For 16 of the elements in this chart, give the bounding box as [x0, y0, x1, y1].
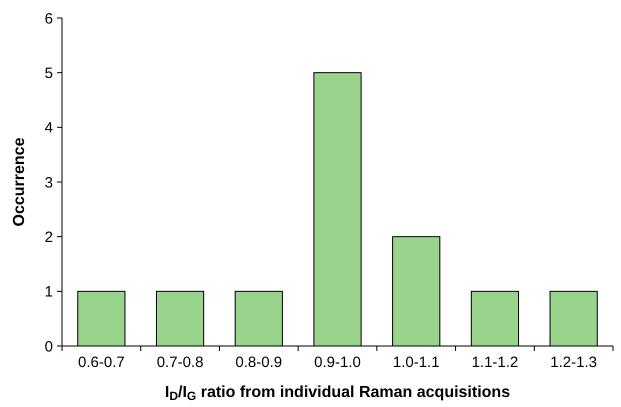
x-tick-label: 0.7-0.8	[156, 354, 204, 371]
x-axis-title: I$_{D}$/I$_{G}$ ratio from individual Raman acquisitions	[164, 384, 510, 403]
y-tick-label: 6	[44, 10, 53, 28]
x-tick-label: 0.9-1.0	[314, 354, 361, 371]
y-tick-label: 1	[44, 284, 53, 301]
x-tick-label: 1.2-1.3	[550, 354, 597, 371]
x-tick-label: 1.1-1.2	[472, 354, 518, 371]
y-axis-title: Occurrence	[11, 137, 28, 226]
y-tick-label: 5	[44, 64, 53, 82]
x-tick-label: 1.0-1.1	[392, 354, 440, 371]
y-tick-label: 0	[44, 338, 53, 356]
x-tick-label: 0.8-0.9	[235, 354, 282, 371]
y-tick-label: 4	[44, 120, 53, 137]
x-tick-label: 0.6-0.7	[78, 354, 125, 371]
y-tick-label: 2	[44, 228, 53, 246]
y-tick-label: 3	[44, 174, 53, 192]
